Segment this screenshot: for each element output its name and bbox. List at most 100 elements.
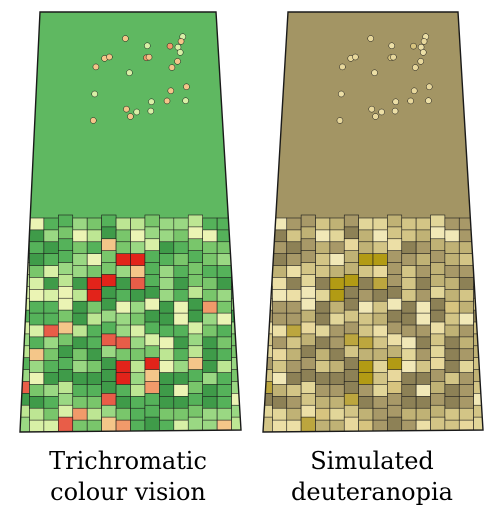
census-unit [130,419,146,432]
settlement-dot [91,90,98,98]
settlement-dot [367,35,374,42]
settlement-dot [133,108,140,116]
census-unit [231,274,241,290]
settlement-dot [145,53,153,61]
settlement-dot [410,87,418,95]
map-comparison [19,11,484,433]
settlement-dot [183,83,190,91]
census-unit [473,226,483,243]
settlement-dot [338,90,345,98]
settlement-dot [352,53,359,61]
settlement-dot [148,98,155,106]
settlement-dot [123,105,130,113]
census-unit [231,214,241,231]
census-unit [473,250,483,266]
deuteranopia-caption-line1: Simulated [310,447,434,475]
settlement-dot [417,58,424,65]
settlement-dot [126,69,133,77]
census-unit [202,419,218,432]
settlement-dot [392,98,399,106]
census-unit [115,419,131,432]
census-unit [231,262,241,278]
settlement-dot [412,64,419,71]
census-unit [20,238,30,254]
census-unit [358,419,374,432]
settlement-dot [390,53,397,61]
census-unit [387,416,403,432]
deuteranopia-map [262,11,484,433]
census-unit [231,226,241,243]
census-unit [343,416,359,432]
census-unit [231,238,241,254]
settlement-dot [166,42,174,50]
province-outline [262,11,484,433]
settlement-dot [420,49,427,56]
census-unit [29,419,45,432]
settlement-dot [168,64,176,71]
settlement-dot [127,113,134,120]
deuteranopia-caption: Simulated deuteranopia [252,446,492,508]
census-unit [173,419,189,432]
census-unit [263,238,273,254]
settlement-dot [90,117,97,124]
settlement-dot [144,42,151,49]
census-unit [263,274,273,290]
settlement-dot [182,97,189,104]
settlement-dot [106,53,113,61]
census-unit [458,419,474,432]
census-unit [86,419,102,432]
census-unit [272,419,288,432]
map-area [20,12,241,432]
settlement-dot [92,63,100,71]
settlement-dot [372,113,379,120]
census-unit [20,226,30,243]
census-unit [372,419,388,432]
settlement-dot [336,117,344,124]
census-unit [20,416,30,432]
census-unit [473,238,483,254]
settlement-dot [410,42,417,50]
census-unit [144,416,160,432]
census-unit [159,419,175,432]
trichromatic-caption-line2: colour vision [50,478,206,506]
census-unit [263,214,273,231]
census-unit [263,226,273,243]
settlement-dot [174,58,181,65]
settlement-dot [371,69,378,77]
settlement-dot [378,108,385,116]
census-unit [401,419,417,432]
settlement-dot [339,63,346,71]
settlement-dot [407,97,414,105]
census-unit [286,419,302,432]
settlement-dot [420,38,428,45]
trichromatic-caption: Trichromatic colour vision [8,446,248,508]
census-unit [329,419,345,432]
settlement-dot [388,42,395,49]
census-unit [315,419,331,432]
trichromatic-map [19,11,242,433]
settlement-dot [426,83,433,91]
settlement-dot [177,38,185,45]
census-unit [43,419,59,432]
settlement-dot [147,107,155,115]
census-unit [444,419,460,432]
census-unit [72,419,88,432]
census-unit [231,250,241,266]
settlement-dot [122,35,129,42]
settlement-dot [368,105,375,113]
census-unit [58,416,74,432]
census-unit [263,250,273,266]
trichromatic-caption-line1: Trichromatic [49,447,207,475]
census-unit [473,274,483,290]
settlement-dot [391,107,399,115]
census-unit [101,416,117,432]
census-unit [20,250,30,266]
settlement-dot [167,87,175,95]
census-unit [300,416,316,432]
census-unit [231,416,241,432]
map-area [263,12,483,432]
census-unit [473,262,483,278]
settlement-dot [176,49,184,56]
census-unit [415,419,431,432]
census-unit [20,214,30,231]
